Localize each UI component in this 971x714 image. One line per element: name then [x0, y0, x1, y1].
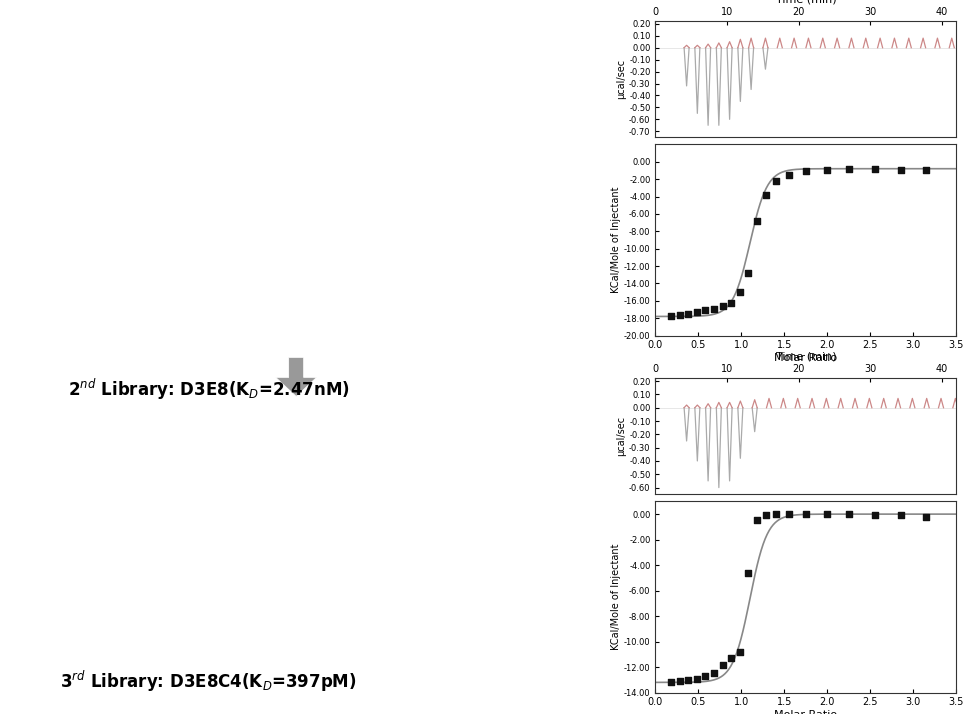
Point	[697, 305, 713, 316]
Point	[919, 511, 934, 523]
Point	[672, 675, 687, 687]
Point	[867, 163, 883, 174]
Point	[681, 674, 696, 685]
Point	[663, 311, 679, 322]
Point	[820, 508, 835, 520]
Point	[723, 653, 739, 664]
Point	[715, 301, 730, 312]
X-axis label: Time (min): Time (min)	[776, 351, 836, 361]
X-axis label: Time (min): Time (min)	[776, 0, 836, 4]
Point	[841, 508, 856, 520]
X-axis label: Molar Ratio: Molar Ratio	[774, 710, 838, 714]
Point	[750, 215, 765, 226]
Point	[768, 175, 784, 186]
Point	[741, 567, 756, 578]
Point	[750, 515, 765, 526]
Point	[892, 510, 908, 521]
Point	[689, 306, 705, 318]
Point	[723, 297, 739, 308]
Point	[798, 508, 814, 520]
Point	[732, 286, 748, 298]
Y-axis label: KCal/Mole of Injectant: KCal/Mole of Injectant	[611, 187, 621, 293]
Y-axis label: μcal/sec: μcal/sec	[617, 416, 626, 456]
Point	[697, 670, 713, 682]
Y-axis label: KCal/Mole of Injectant: KCal/Mole of Injectant	[611, 544, 621, 650]
Point	[663, 677, 679, 688]
Point	[757, 510, 773, 521]
Point	[781, 508, 796, 520]
X-axis label: Molar Ratio: Molar Ratio	[774, 353, 838, 363]
Point	[820, 164, 835, 176]
Text: 2$^{nd}$ Library: D3E8(K$_D$=2.47nM): 2$^{nd}$ Library: D3E8(K$_D$=2.47nM)	[68, 376, 350, 402]
Point	[732, 646, 748, 658]
Point	[672, 309, 687, 321]
Point	[741, 267, 756, 278]
Point	[919, 165, 934, 176]
Point	[841, 163, 856, 174]
Y-axis label: μcal/sec: μcal/sec	[617, 59, 626, 99]
Point	[867, 510, 883, 521]
Point	[768, 508, 784, 520]
Point	[706, 668, 721, 679]
Point	[681, 308, 696, 320]
Point	[781, 169, 796, 181]
FancyArrow shape	[276, 358, 317, 396]
Point	[892, 164, 908, 176]
Point	[689, 673, 705, 684]
Point	[798, 166, 814, 177]
Point	[706, 303, 721, 314]
Point	[757, 189, 773, 201]
Text: 3$^{rd}$ Library: D3E8C4(K$_D$=397pM): 3$^{rd}$ Library: D3E8C4(K$_D$=397pM)	[60, 669, 357, 695]
Point	[715, 659, 730, 670]
